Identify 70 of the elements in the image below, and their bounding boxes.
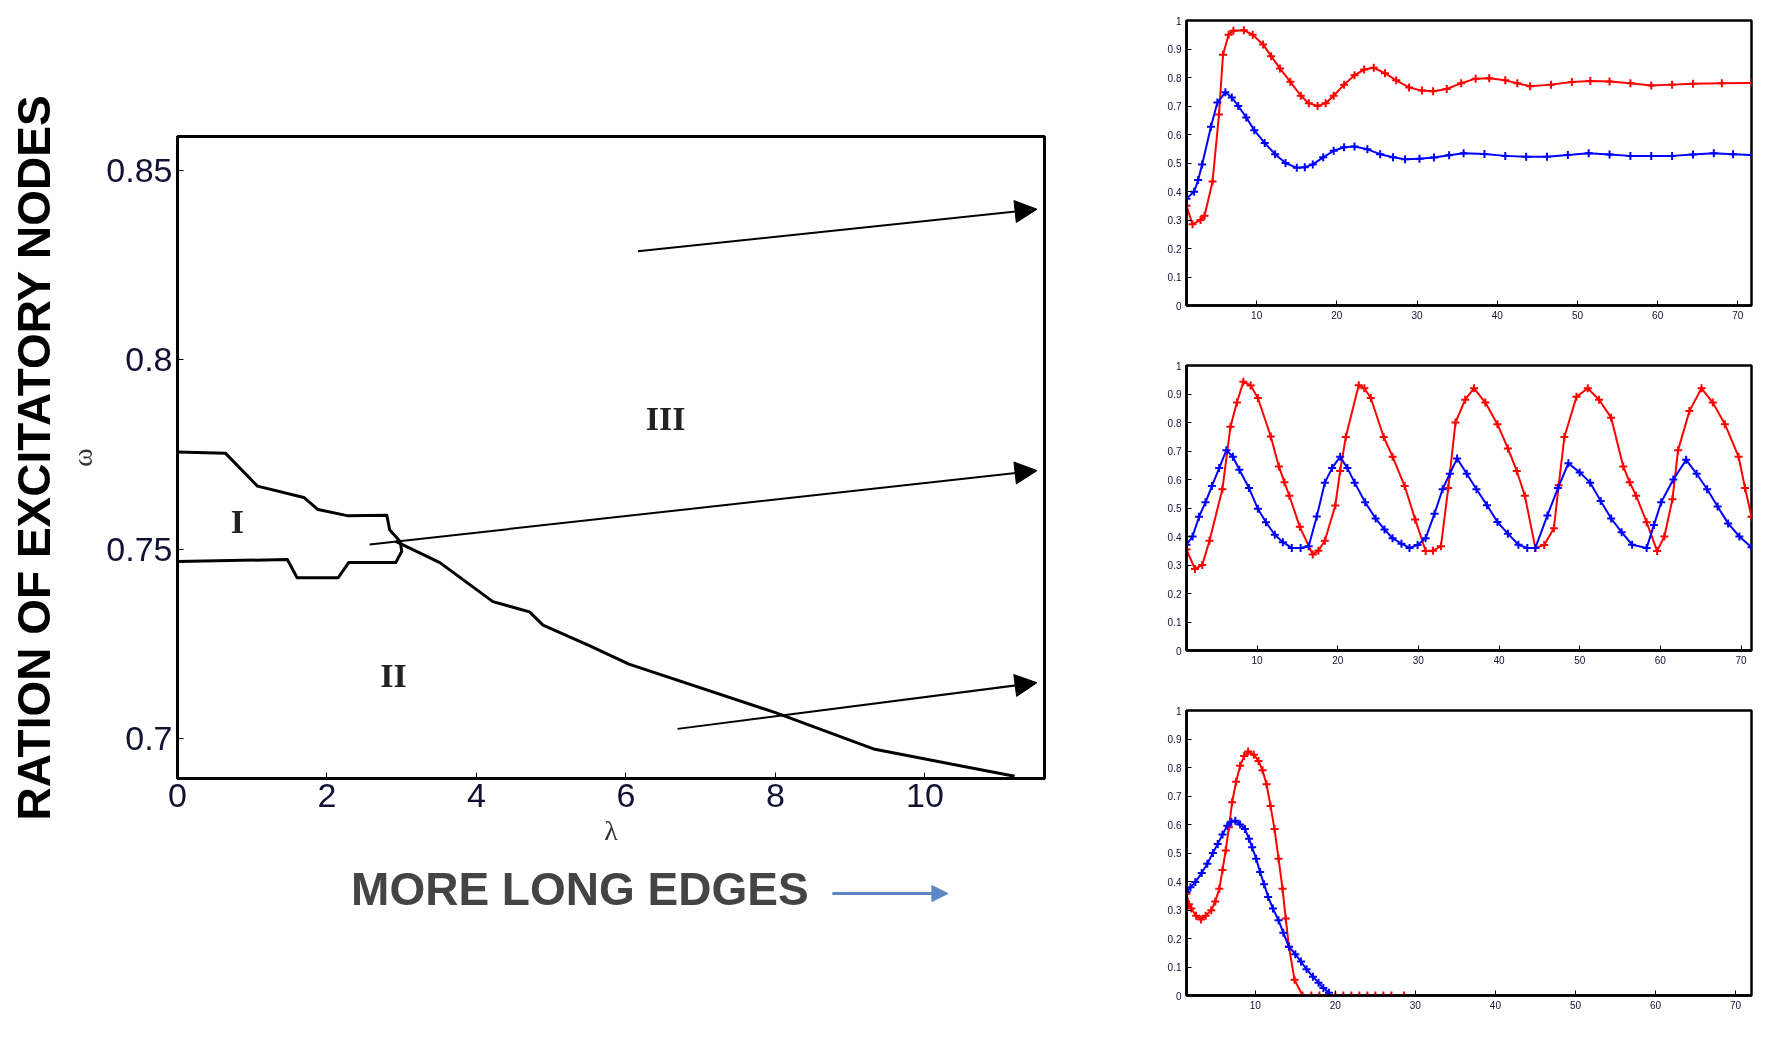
y-tick-label: 0.5 [1167, 503, 1182, 514]
x-tick-label: 10 [1251, 309, 1263, 321]
y-tick-label: 0.4 [1167, 876, 1182, 888]
x-tick-label: 20 [1331, 309, 1343, 321]
y-tick-label: 0.7 [1167, 101, 1182, 112]
y-tick-label: 1 [1175, 705, 1182, 717]
y-tick-label: 0.8 [1167, 72, 1182, 84]
x-tick-label: 70 [1735, 654, 1748, 666]
annotation: III [645, 399, 686, 437]
x-tick-label: 20 [1329, 999, 1342, 1011]
y-tick-label: 0.1 [1167, 617, 1182, 628]
y-tick-label: 0.4 [1167, 531, 1182, 543]
y-tick-label: 0.2 [1167, 588, 1182, 600]
text: MORE LONG EDGES [351, 863, 809, 915]
x-tick-label: 60 [1652, 309, 1664, 321]
y-tick-label: 0 [1175, 645, 1182, 657]
y-tick-label: 0.8 [125, 340, 173, 379]
x-tick-label: 70 [1729, 999, 1742, 1011]
y-tick-label: 0.7 [1167, 446, 1182, 457]
y-tick-label: 0.7 [1167, 791, 1182, 802]
x-tick-label: 2 [317, 775, 337, 814]
x-tick-label: 60 [1654, 654, 1667, 666]
y-tick-label: 0.2 [1167, 933, 1182, 945]
y-tick-label: 0.1 [1167, 272, 1182, 283]
x-tick-label: 30 [1409, 999, 1422, 1011]
y-tick-label: 0.75 [106, 529, 173, 568]
y-tick-label: 0.3 [1167, 215, 1182, 226]
text: RATION OF EXCITATORY NODES [7, 95, 60, 821]
x-tick-label: 10 [1249, 999, 1262, 1011]
x-tick-label: 50 [1574, 654, 1586, 666]
y-tick-label: 0.9 [1167, 44, 1182, 55]
y-tick-label: 0.6 [1167, 474, 1182, 486]
y-axis-title: ω [67, 448, 99, 467]
x-tick-label: 50 [1571, 309, 1584, 321]
y-tick-label: 0.5 [1167, 158, 1182, 169]
y-tick-label: 0.3 [1167, 560, 1182, 571]
y-tick-label: 0.8 [1167, 417, 1182, 429]
y-tick-label: 0.2 [1167, 243, 1182, 255]
x-tick-label: 30 [1411, 309, 1424, 321]
y-tick-label: 0.5 [1167, 848, 1182, 859]
x-tick-label: 4 [467, 775, 486, 814]
x-tick-label: 60 [1649, 999, 1662, 1011]
x-tick-label: 40 [1491, 309, 1504, 321]
y-tick-label: 0.4 [1167, 186, 1182, 198]
x-tick-label: 30 [1412, 654, 1425, 666]
y-tick-label: 1 [1175, 15, 1182, 27]
y-tick-label: 0.8 [1167, 762, 1182, 774]
x-tick-label: 40 [1489, 999, 1502, 1011]
y-tick-label: 0.85 [106, 151, 173, 190]
x-axis-title: λ [604, 814, 619, 846]
y-tick-label: 0.9 [1167, 389, 1182, 400]
y-tick-label: 1 [1175, 360, 1182, 372]
y-tick-label: 0.1 [1167, 962, 1182, 973]
y-tick-label: 0.9 [1167, 734, 1182, 745]
y-tick-label: 0 [1175, 300, 1182, 312]
x-tick-label: 6 [616, 775, 636, 814]
x-tick-label: 8 [765, 775, 785, 814]
x-tick-label: 10 [1251, 654, 1264, 666]
x-tick-label: 70 [1732, 309, 1744, 321]
y-tick-label: 0.7 [125, 719, 173, 758]
y-tick-label: 0.6 [1167, 129, 1182, 141]
x-tick-label: 10 [906, 775, 944, 814]
y-tick-label: 0.6 [1167, 819, 1182, 831]
y-tick-label: 0 [1175, 990, 1182, 1002]
x-tick-label: 40 [1493, 654, 1506, 666]
annotation: II [380, 657, 407, 695]
x-tick-label: 20 [1332, 654, 1344, 666]
x-tick-label: 50 [1569, 999, 1582, 1011]
annotation: I [230, 502, 244, 540]
y-tick-label: 0.3 [1167, 905, 1182, 916]
